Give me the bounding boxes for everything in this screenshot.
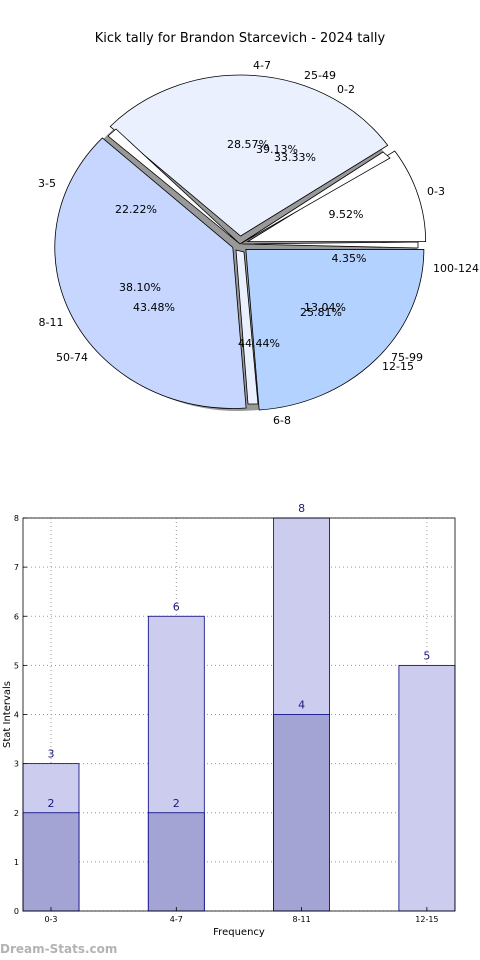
bar-back-value-label: 3 [48, 748, 55, 761]
y-tick-label: 4 [14, 711, 19, 720]
pie-percent-label: 38.10% [119, 281, 161, 294]
pie-chart-title: Kick tally for Brandon Starcevich - 2024… [94, 31, 386, 46]
pie-slice-0-3 [246, 150, 427, 243]
bar-grid [23, 517, 455, 912]
pie-percent-label: 4.35% [332, 252, 367, 265]
x-axis-label: Frequency [213, 927, 265, 938]
x-tick-label: 0-3 [44, 915, 57, 924]
bar-front-1 [147, 812, 205, 912]
y-tick-label: 0 [14, 907, 19, 916]
pie-percent-label: 33.33% [274, 151, 316, 164]
y-tick-label: 8 [14, 514, 19, 523]
y-axis-label: Stat Intervals [2, 681, 13, 748]
pie-percent-label: 22.22% [115, 203, 157, 216]
pie-category-label: 4-7 [253, 59, 271, 72]
bar-front-2 [273, 714, 331, 912]
y-tick-label: 6 [14, 612, 19, 621]
pie-percent-label: 44.44% [238, 337, 280, 350]
pie-category-label: 75-99 [391, 351, 423, 364]
pie-percent-label: 25.81% [300, 306, 342, 319]
pie-category-label: 0-2 [337, 83, 355, 96]
bar-back-3 [398, 664, 456, 912]
pie-inner-segments [107, 128, 419, 405]
pie-category-label: 25-49 [304, 69, 336, 82]
watermark: Dream-Stats.com [0, 942, 118, 956]
pie-category-label: 8-11 [39, 316, 64, 329]
pie-percent-label: 28.57% [227, 138, 269, 151]
pie-chart: 0-3 9.52% 4-7 28.57% 8-11 38.10% 12-15 0-2 33.33… [38, 59, 479, 427]
pie-percent-label: 43.48% [133, 301, 175, 314]
bar-back-value-label: 6 [173, 600, 180, 613]
bar-front-value-label: 4 [298, 699, 305, 712]
x-tick-label: 8-11 [293, 915, 311, 924]
pie-slice-12-15 [245, 249, 425, 411]
pie-category-label: 100-124 [433, 262, 479, 275]
bar-back-value-label: 5 [423, 649, 430, 662]
pie-percent-label: 9.52% [329, 208, 364, 221]
pie-category-label: 0-3 [427, 185, 445, 198]
pie-percent-label: 39.13% [256, 143, 298, 156]
y-tick-label: 3 [14, 760, 19, 769]
y-tick-label: 5 [14, 661, 19, 670]
y-tick-label: 2 [14, 809, 19, 818]
bar-front-0 [22, 812, 80, 912]
pie-slice-4-7 [109, 74, 389, 237]
x-tick-label: 4-7 [170, 915, 183, 924]
bar-plot-frame [22, 517, 456, 912]
pie-category-label: 50-74 [56, 351, 88, 364]
y-tick-label: 7 [14, 563, 19, 572]
bar-front-value-label: 2 [48, 797, 55, 810]
bar-back-value-label: 8 [298, 502, 305, 515]
pie-category-label: 12-15 [382, 360, 414, 373]
y-tick-label: 1 [14, 858, 19, 867]
pie-category-label: 6-8 [273, 414, 291, 427]
bar-front-value-label: 2 [173, 797, 180, 810]
pie-slice-8-11 [54, 137, 247, 409]
pie-category-label: 3-5 [38, 177, 56, 190]
x-tick-label: 12-15 [415, 915, 438, 924]
pie-percent-label: 13.04% [304, 301, 346, 314]
